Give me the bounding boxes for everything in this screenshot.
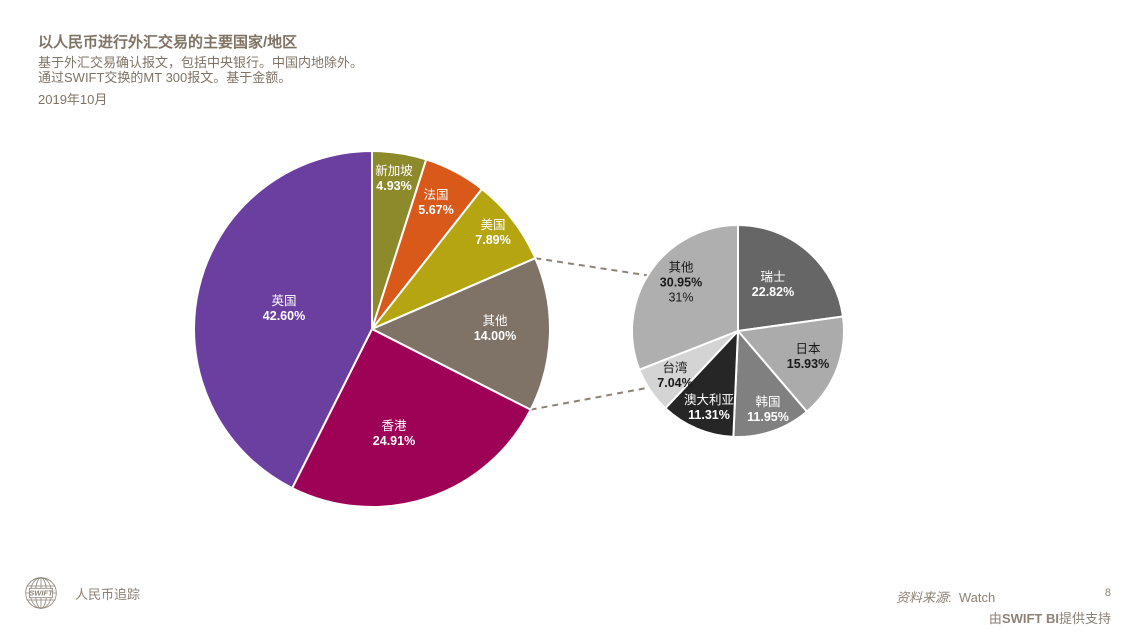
svg-text:SWIFT: SWIFT [29,588,54,597]
